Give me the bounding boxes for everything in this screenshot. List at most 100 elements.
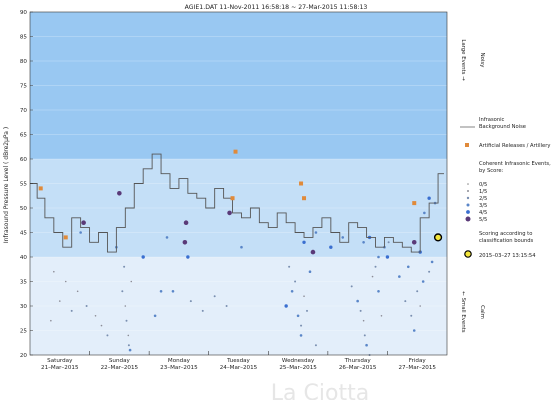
- event-point: [106, 334, 109, 337]
- x-tick-date: 25–Mar–2015: [279, 365, 317, 371]
- event-point: [329, 245, 333, 249]
- event-point: [159, 290, 163, 293]
- x-tick-date: 23–Mar–2015: [160, 365, 198, 371]
- event-point: [127, 344, 130, 347]
- event-point: [128, 348, 132, 352]
- y-tick-label: 50: [20, 206, 28, 212]
- small-events-label: ← Small Events: [460, 291, 466, 332]
- event-point: [121, 290, 124, 293]
- score-swatch: [466, 210, 470, 214]
- event-point: [362, 241, 365, 244]
- classification-bands: [30, 12, 447, 355]
- event-point: [58, 300, 61, 302]
- event-point: [125, 319, 128, 322]
- x-tick-date: 26–Mar–2015: [339, 365, 377, 371]
- event-point: [76, 290, 79, 293]
- event-point: [306, 309, 309, 312]
- event-point: [165, 236, 169, 239]
- event-point: [412, 329, 416, 332]
- event-point: [365, 343, 368, 347]
- event-point: [50, 319, 52, 322]
- noisy-label: Noisy: [479, 53, 485, 69]
- event-point: [288, 265, 291, 268]
- event-point: [183, 220, 189, 225]
- event-point: [70, 309, 73, 312]
- x-tick-day: Tuesday: [226, 358, 250, 364]
- calm-label: Calm: [479, 305, 485, 319]
- event-point: [290, 290, 294, 293]
- event-point: [406, 265, 410, 269]
- artificial-release-marker: [299, 181, 304, 186]
- event-point: [356, 299, 359, 303]
- event-point: [130, 280, 133, 283]
- event-point: [371, 275, 374, 278]
- background-noise-layer: [30, 153, 445, 253]
- x-tick-date: 21–Mar–2015: [41, 365, 79, 371]
- y-tick-label: 30: [20, 304, 28, 310]
- event-point: [141, 255, 145, 259]
- event-point: [100, 324, 103, 327]
- score-swatch: [467, 190, 469, 192]
- event-point: [430, 260, 434, 264]
- event-point: [380, 315, 383, 317]
- x-tick-day: Saturday: [47, 358, 73, 364]
- event-point: [300, 324, 303, 327]
- event-point: [387, 241, 390, 244]
- artificial-release-marker: [38, 186, 43, 191]
- event-point: [117, 191, 122, 196]
- event-point: [341, 236, 345, 239]
- score-swatch: [466, 203, 470, 207]
- y-tick-label: 45: [20, 231, 28, 237]
- event-point: [302, 240, 306, 244]
- artificial-release-marker: [233, 149, 238, 154]
- band-2: [30, 257, 447, 355]
- y-tick-labels: 20 25 30 35 40 45 50 55 60 65 70 75 80 85 90: [20, 10, 33, 359]
- legend-noise-label-2: Background Noise: [479, 124, 526, 130]
- y-tick-label: 90: [20, 10, 28, 16]
- y-tick-label: 80: [20, 59, 28, 65]
- event-point: [363, 334, 366, 337]
- score-label: 0/5: [479, 182, 487, 188]
- latest-event-layer: [433, 233, 443, 242]
- event-point: [127, 334, 130, 337]
- event-point: [314, 344, 317, 347]
- event-point: [225, 305, 228, 307]
- legend-events-subtitle: by Score:: [479, 168, 504, 174]
- event-point: [189, 300, 192, 303]
- event-point: [201, 309, 204, 312]
- x-tick-date: 27–Mar–2015: [398, 365, 436, 371]
- event-point: [377, 255, 380, 259]
- y-tick-label: 25: [20, 329, 28, 335]
- event-point: [377, 290, 380, 293]
- legend-scoring-note-2: classification bounds: [479, 238, 534, 244]
- coherent-events-layer: [50, 191, 437, 356]
- artificial-release-marker: [412, 201, 417, 206]
- event-point: [284, 304, 288, 308]
- band-1: [30, 159, 447, 257]
- artificial-release-marker: [63, 235, 68, 240]
- artificial-release-marker: [302, 196, 307, 201]
- event-point: [303, 295, 305, 298]
- watermark: La Ciotta: [271, 381, 369, 400]
- event-point: [79, 231, 82, 234]
- x-tick-day: Sunday: [109, 358, 131, 364]
- score-label: 1/5: [479, 189, 487, 195]
- event-point: [314, 231, 318, 234]
- artificial-releases-layer: [38, 149, 417, 240]
- x-tick-day: Thursday: [344, 358, 372, 364]
- artificial-release-marker: [230, 196, 235, 201]
- legend-release-swatch: [465, 143, 469, 147]
- score-label: 2/5: [479, 196, 487, 202]
- event-point: [308, 270, 312, 274]
- event-point: [296, 314, 300, 318]
- event-point: [362, 319, 365, 322]
- event-point: [374, 265, 377, 268]
- background-noise-line: [30, 153, 445, 253]
- y-tick-label: 65: [20, 133, 28, 139]
- event-point: [124, 305, 127, 307]
- x-tick-day: Monday: [168, 358, 191, 364]
- event-point: [123, 265, 126, 268]
- score-label: 4/5: [479, 210, 487, 216]
